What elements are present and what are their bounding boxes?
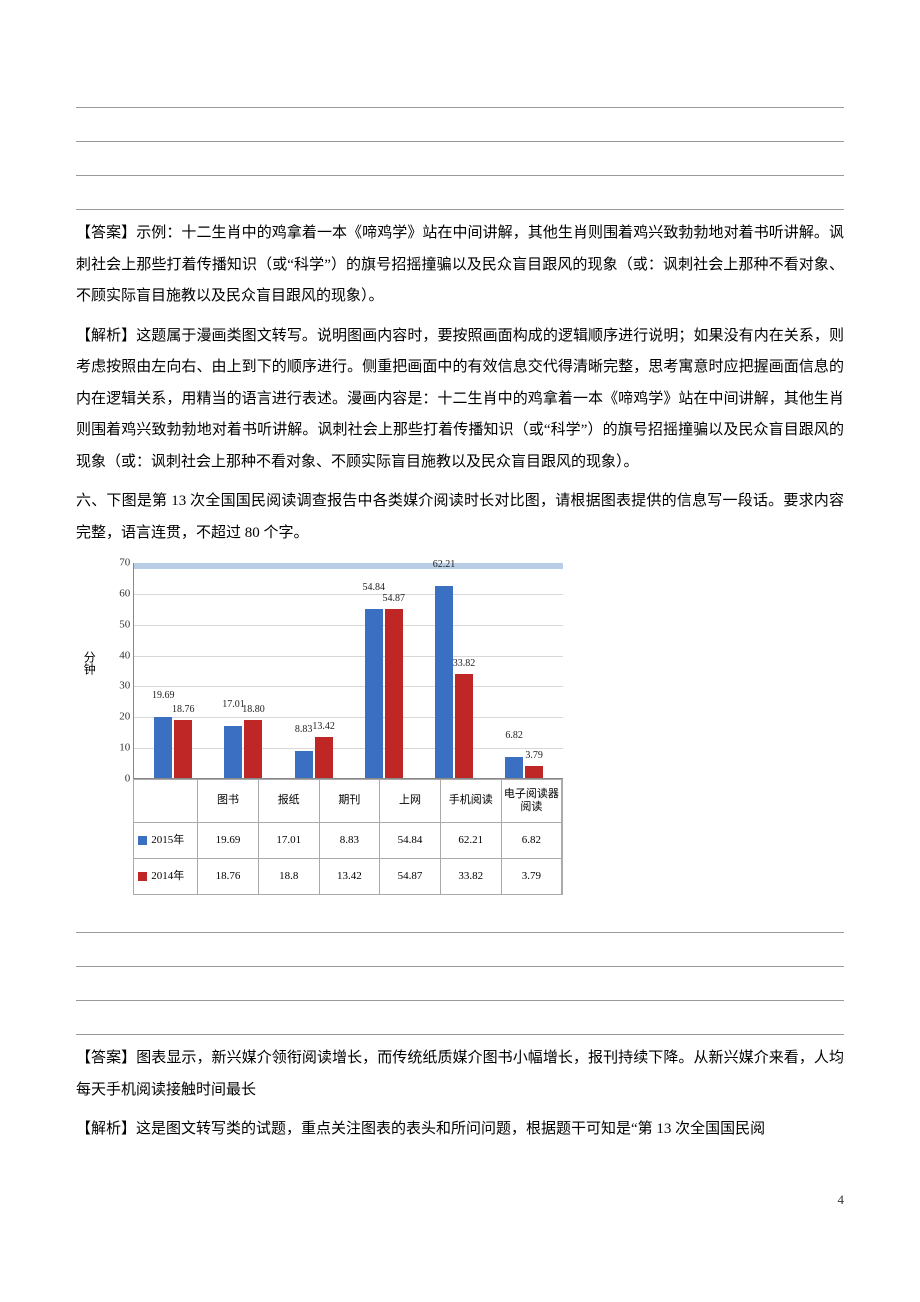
- chart-ytick: 50: [106, 613, 130, 636]
- analysis-1: 【解析】这题属于漫画类图文转写。说明图画内容时，要按照画面构成的逻辑顺序进行说明…: [76, 321, 844, 479]
- chart-bar-group: 8.8313.42: [279, 737, 349, 778]
- legend-swatch: [138, 872, 147, 881]
- chart-category-label: 报纸: [259, 779, 320, 823]
- chart-data-table: 图书报纸期刊上网手机阅读电子阅读器阅读 2015年 19.6917.018.8354…: [133, 779, 563, 895]
- chart-ytick: 20: [106, 706, 130, 729]
- chart-bar-group: 17.0118.80: [208, 720, 278, 778]
- chart-gridline: [134, 594, 563, 595]
- chart-ytick: 30: [106, 675, 130, 698]
- legend-label: 2015年: [151, 829, 184, 852]
- chart-category-label: 期刊: [320, 779, 381, 823]
- chart-bar: 33.82: [455, 674, 473, 778]
- chart-ytick: 0: [106, 767, 130, 790]
- chart-bar: 13.42: [315, 737, 333, 778]
- chart-ytick: 40: [106, 644, 130, 667]
- chart-value-label: 8.83: [295, 719, 313, 740]
- chart-bar: 17.01: [224, 726, 242, 778]
- answer-blank-line: [76, 1007, 844, 1035]
- answer-text: 示例：十二生肖中的鸡拿着一本《啼鸡学》站在中间讲解，其他生肖则围着鸡兴致勃勃地对…: [76, 225, 844, 304]
- answer-blank-line: [76, 939, 844, 967]
- analysis-text: 这是图文转写类的试题，重点关注图表的表头和所问问题，根据题干可知是“第 13 次…: [136, 1121, 765, 1137]
- chart-bar-group: 62.2133.82: [419, 586, 489, 778]
- chart-ytick: 60: [106, 582, 130, 605]
- chart-bar-group: 54.8454.87: [349, 609, 419, 778]
- media-reading-chart: 分钟 01020304050607019.6918.7617.0118.808.…: [76, 563, 844, 895]
- chart-bar-group: 19.6918.76: [138, 717, 208, 778]
- chart-category-label: 电子阅读器阅读: [502, 779, 563, 823]
- chart-value-label: 54.87: [383, 588, 406, 609]
- page-number: 4: [76, 1186, 844, 1213]
- table-cell: 54.87: [380, 859, 441, 895]
- chart-value-label: 6.82: [505, 725, 523, 746]
- answer-blank-line: [76, 182, 844, 210]
- table-cell: 18.76: [198, 859, 259, 895]
- answer-blank-line: [76, 114, 844, 142]
- table-cell: 13.42: [320, 859, 381, 895]
- chart-legend-item: 2015年: [134, 823, 198, 859]
- answer-blank-line: [76, 148, 844, 176]
- chart-bar: 19.69: [154, 717, 172, 778]
- table-cell: 8.83: [320, 823, 381, 859]
- chart-category-label: 上网: [380, 779, 441, 823]
- chart-bar: 3.79: [525, 766, 543, 778]
- table-lead-blank: [134, 779, 198, 823]
- chart-ytick: 70: [106, 551, 130, 574]
- table-cell: 17.01: [259, 823, 320, 859]
- chart-value-label: 33.82: [453, 653, 476, 674]
- chart-value-label: 18.80: [242, 699, 265, 720]
- chart-bar: 8.83: [295, 751, 313, 778]
- answer-blank-line: [76, 973, 844, 1001]
- chart-bar: 62.21: [435, 586, 453, 778]
- table-cell: 19.69: [198, 823, 259, 859]
- chart-bar: 54.87: [385, 609, 403, 778]
- answer-2: 【答案】图表显示，新兴媒介领衔阅读增长，而传统纸质媒介图书小幅增长，报刊持续下降…: [76, 1043, 844, 1106]
- chart-category-label: 手机阅读: [441, 779, 502, 823]
- chart-bar: 54.84: [365, 609, 383, 778]
- table-cell: 54.84: [380, 823, 441, 859]
- chart-banner: [134, 563, 563, 569]
- answer-blank-line: [76, 905, 844, 933]
- table-cell: 62.21: [441, 823, 502, 859]
- chart-ylabel: 分钟: [76, 563, 105, 675]
- answer-1: 【答案】示例：十二生肖中的鸡拿着一本《啼鸡学》站在中间讲解，其他生肖则围着鸡兴致…: [76, 218, 844, 313]
- chart-plot-area: 01020304050607019.6918.7617.0118.808.831…: [133, 563, 563, 779]
- chart-bar: 6.82: [505, 757, 523, 778]
- answer-label: 【答案】: [76, 1050, 136, 1066]
- legend-label: 2014年: [151, 865, 184, 888]
- table-cell: 33.82: [441, 859, 502, 895]
- chart-legend-item: 2014年: [134, 859, 198, 895]
- chart-bar: 18.76: [174, 720, 192, 778]
- chart-value-label: 3.79: [525, 745, 543, 766]
- chart-bar-group: 6.823.79: [489, 757, 559, 778]
- chart-value-label: 13.42: [312, 716, 335, 737]
- chart-category-label: 图书: [198, 779, 259, 823]
- answer-blank-line: [76, 80, 844, 108]
- analysis-label: 【解析】: [76, 1121, 136, 1137]
- chart-ytick: 10: [106, 737, 130, 760]
- table-cell: 18.8: [259, 859, 320, 895]
- table-cell: 6.82: [502, 823, 563, 859]
- analysis-2: 【解析】这是图文转写类的试题，重点关注图表的表头和所问问题，根据题干可知是“第 …: [76, 1114, 844, 1146]
- chart-value-label: 18.76: [172, 699, 195, 720]
- analysis-label: 【解析】: [76, 328, 136, 344]
- question-6: 六、下图是第 13 次全国国民阅读调查报告中各类媒介阅读时长对比图，请根据图表提…: [76, 486, 844, 549]
- analysis-text: 这题属于漫画类图文转写。说明图画内容时，要按照画面构成的逻辑顺序进行说明；如果没…: [76, 328, 844, 470]
- chart-value-label: 62.21: [433, 554, 456, 575]
- answer-label: 【答案】: [76, 225, 136, 241]
- answer-text: 图表显示，新兴媒介领衔阅读增长，而传统纸质媒介图书小幅增长，报刊持续下降。从新兴…: [76, 1050, 844, 1098]
- chart-bar: 18.80: [244, 720, 262, 778]
- legend-swatch: [138, 836, 147, 845]
- table-cell: 3.79: [502, 859, 563, 895]
